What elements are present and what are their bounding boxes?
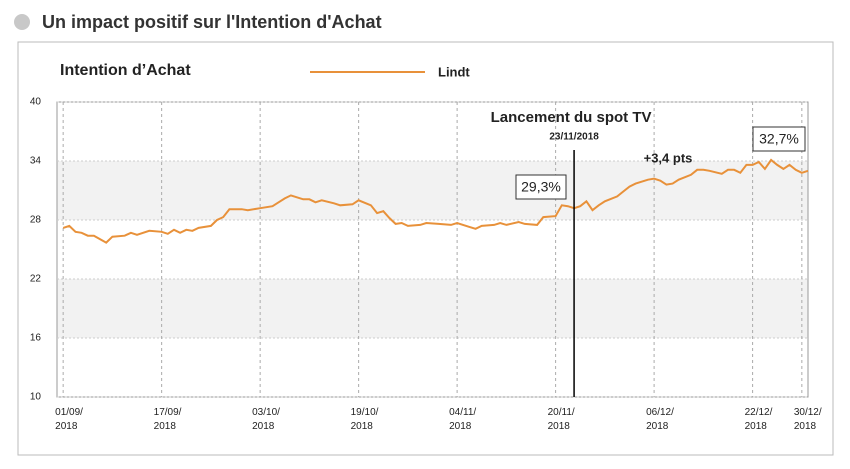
x-tick-label: 19/10/ 2018 [350, 407, 379, 432]
y-tick-label: 28 [30, 215, 42, 226]
bullet [14, 14, 30, 30]
x-tick-label: 30/12/ 2018 [793, 407, 822, 432]
plot-frame [56, 101, 809, 398]
y-tick-label: 34 [30, 156, 42, 167]
y-tick-label: 22 [30, 274, 42, 285]
x-tick-label: 01/09/ 2018 [55, 407, 83, 432]
x-tick-label: 20/11/ 2018 [547, 407, 575, 432]
y-tick-label: 40 [30, 97, 42, 108]
x-tick-label: 04/11/ 2018 [449, 407, 477, 432]
annotation: 29,3% [521, 179, 561, 195]
slide-title: Un impact positif sur l'Intention d'Acha… [42, 12, 382, 32]
event-date: 23/11/2018 [549, 132, 599, 143]
x-tick-label: 22/12/ 2018 [744, 407, 773, 432]
grid-band [57, 161, 808, 220]
annotation-box [515, 174, 567, 200]
chart-frame [17, 41, 834, 456]
x-tick-label: 17/09/ 2018 [153, 407, 182, 432]
data-line [62, 158, 809, 244]
x-tick-label: 03/10/ 2018 [252, 407, 280, 432]
y-tick-label: 16 [30, 333, 42, 344]
annotation: 32,7% [759, 131, 799, 147]
annotation-box [752, 126, 806, 152]
grid-band [57, 279, 808, 338]
x-tick-label: 06/12/ 2018 [646, 407, 674, 432]
chart-title: Intention d’Achat [60, 62, 191, 79]
y-tick-label: 10 [30, 392, 42, 403]
legend-label: Lindt [438, 64, 470, 79]
event-label: Lancement du spot TV [491, 109, 652, 126]
annotation: +3,4 pts [644, 150, 693, 165]
